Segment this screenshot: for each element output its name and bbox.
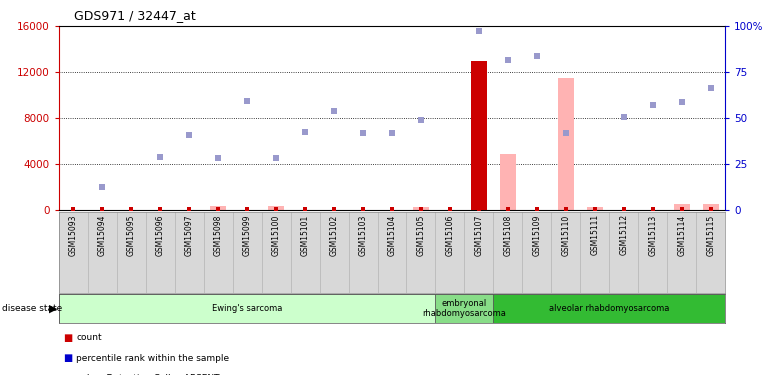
Bar (435, 294, 493, 322)
Text: GSM15110: GSM15110 (561, 214, 570, 255)
Bar (558, 78, 574, 210)
Text: GSM15114: GSM15114 (677, 214, 686, 255)
Text: GSM15103: GSM15103 (358, 214, 368, 256)
Text: embryonal
rhabdomyosarcoma: embryonal rhabdomyosarcoma (423, 299, 506, 318)
Text: ■: ■ (63, 374, 72, 375)
Bar (413, 207, 429, 210)
Text: GSM15102: GSM15102 (329, 214, 339, 255)
Text: GDS971 / 32447_at: GDS971 / 32447_at (74, 9, 196, 22)
Text: GSM15101: GSM15101 (300, 214, 310, 255)
Text: GSM15113: GSM15113 (648, 214, 657, 255)
Text: ■: ■ (63, 353, 72, 363)
Text: disease state: disease state (2, 304, 62, 313)
Bar (210, 206, 226, 210)
Text: GSM15104: GSM15104 (387, 214, 397, 256)
Bar (493, 294, 725, 322)
Bar (471, 61, 487, 210)
Text: alveolar rhabdomyosarcoma: alveolar rhabdomyosarcoma (549, 304, 670, 313)
Text: ▶: ▶ (49, 303, 58, 313)
Bar (702, 204, 719, 210)
Text: GSM15107: GSM15107 (474, 214, 484, 256)
Text: GSM15097: GSM15097 (185, 214, 194, 256)
Text: count: count (76, 333, 102, 342)
Text: GSM15094: GSM15094 (98, 214, 107, 256)
Text: GSM15106: GSM15106 (445, 214, 455, 256)
Bar (59, 294, 435, 322)
Text: GSM15105: GSM15105 (416, 214, 426, 256)
Text: percentile rank within the sample: percentile rank within the sample (76, 354, 229, 363)
Text: Ewing's sarcoma: Ewing's sarcoma (212, 304, 282, 313)
Bar (673, 204, 690, 210)
Text: ■: ■ (63, 333, 72, 342)
Text: GSM15100: GSM15100 (271, 214, 281, 256)
Bar (500, 154, 516, 210)
Text: GSM15112: GSM15112 (619, 214, 628, 255)
Text: GSM15093: GSM15093 (69, 214, 78, 256)
Text: GSM15098: GSM15098 (214, 214, 223, 256)
Text: GSM15095: GSM15095 (127, 214, 136, 256)
Text: GSM15115: GSM15115 (706, 214, 715, 255)
Text: value, Detection Call = ABSENT: value, Detection Call = ABSENT (76, 374, 220, 375)
Text: GSM15111: GSM15111 (590, 214, 599, 255)
Bar (268, 206, 284, 210)
Text: GSM15109: GSM15109 (532, 214, 542, 256)
Bar (587, 207, 603, 210)
Text: GSM15108: GSM15108 (503, 214, 513, 255)
Text: GSM15096: GSM15096 (156, 214, 165, 256)
Text: GSM15099: GSM15099 (242, 214, 252, 256)
